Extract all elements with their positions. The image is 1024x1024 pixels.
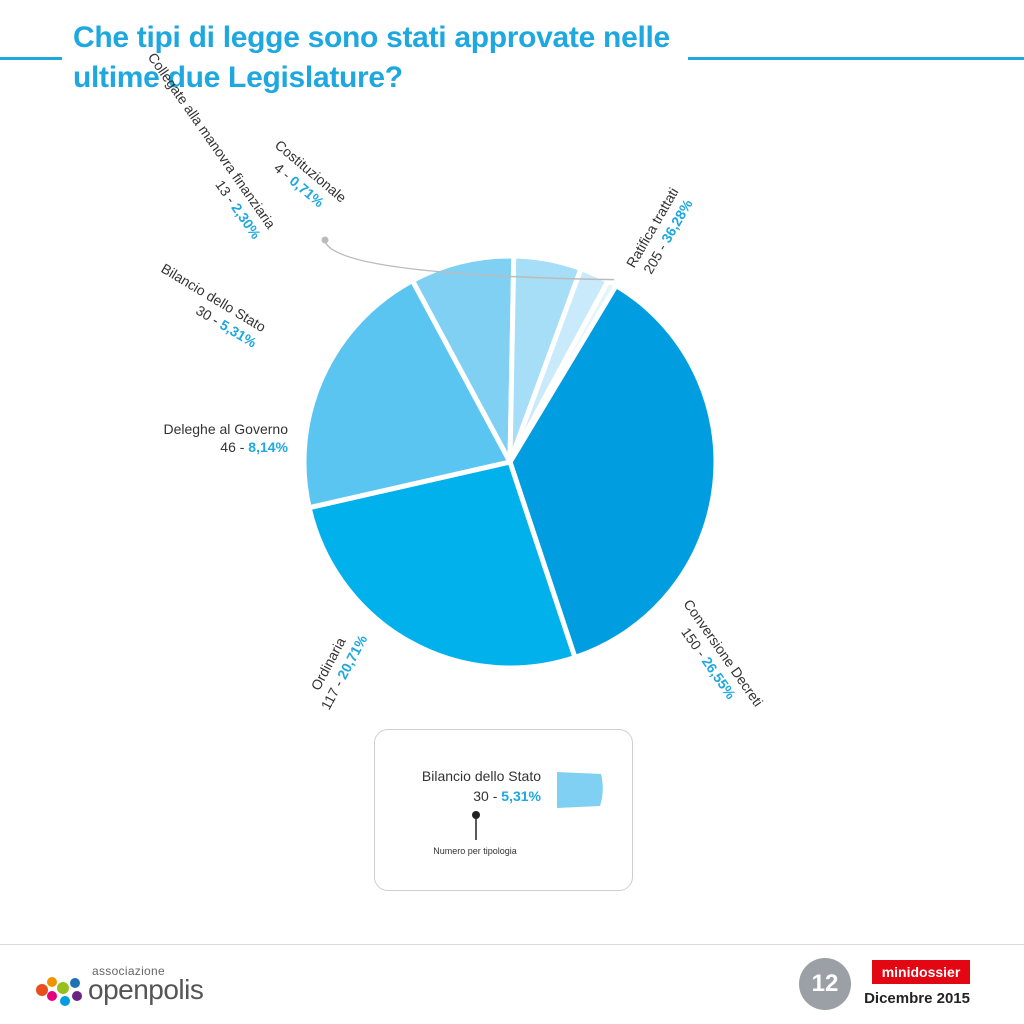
- footer-divider: [0, 944, 1024, 945]
- leader-dot: [321, 236, 329, 244]
- slice-category-label: Deleghe al Governo: [163, 421, 288, 437]
- legend-count: 30: [473, 788, 489, 804]
- pie-slice: [301, 278, 513, 511]
- slice-label: Deleghe al Governo 46 - 8,14%: [163, 421, 288, 455]
- slice-value-label: 46 - 8,14%: [220, 439, 288, 455]
- legend-percent: 5,31%: [501, 788, 541, 804]
- page-title: Che tipi di legge sono stati approvate n…: [73, 21, 670, 94]
- legend-note: Numero per tipologia: [433, 846, 517, 856]
- legend-swatch: [557, 772, 603, 808]
- title-rule-right: [688, 57, 1024, 60]
- pin-icon: [472, 811, 480, 840]
- title-rule-left: [0, 57, 62, 60]
- legend-category: Bilancio dello Stato: [421, 768, 541, 784]
- legend-box: Bilancio dello Stato 30 - 5,31% Numero p…: [374, 729, 633, 891]
- pie-slice: [306, 459, 578, 671]
- publication-date: Dicembre 2015: [864, 990, 970, 1007]
- brand-badge: minidossier: [872, 960, 970, 984]
- openpolis-logo[interactable]: associazione openpolis: [34, 962, 224, 1012]
- pie-slice: [507, 278, 619, 465]
- logo-subtitle: associazione: [92, 964, 165, 978]
- logo-name: openpolis: [88, 974, 204, 1005]
- legend-value: 30 - 5,31%: [473, 788, 541, 804]
- page-number: 12: [799, 958, 851, 1010]
- slice-category-label: Collegate alla manovra finanziaria: [145, 49, 279, 231]
- openpolis-logo-icon: [36, 977, 82, 1006]
- leader-line: [324, 240, 615, 281]
